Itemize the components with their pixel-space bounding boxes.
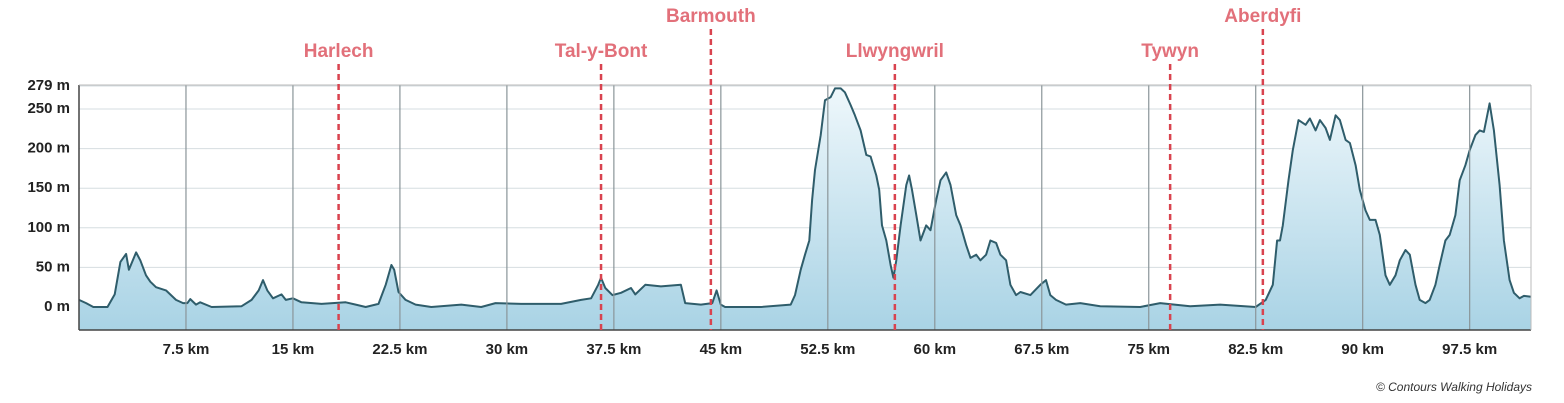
y-tick-label: 200 m (27, 140, 70, 157)
y-tick-label: 279 m (27, 77, 70, 94)
town-label: Tal-y-Bont (555, 41, 648, 62)
y-tick-label: 0 m (44, 298, 70, 315)
area-fill (79, 88, 1531, 331)
town-label: Llwyngwril (846, 41, 944, 62)
town-label: Barmouth (666, 6, 756, 27)
y-tick-label: 100 m (27, 219, 70, 236)
x-tick-label: 60 km (914, 341, 957, 358)
x-tick-label: 22.5 km (372, 341, 427, 358)
x-tick-label: 30 km (486, 341, 529, 358)
elevation-line (78, 87, 1532, 308)
town-label: Harlech (304, 41, 374, 62)
town-label: Aberdyfi (1224, 6, 1301, 27)
credit: © Contours Walking Holidays (1376, 380, 1532, 394)
town-label: Tywyn (1141, 41, 1199, 62)
x-tick-label: 97.5 km (1442, 341, 1497, 358)
x-tick-label: 15 km (272, 341, 315, 358)
x-tick-label: 37.5 km (586, 341, 641, 358)
y-tick-label: 150 m (27, 179, 70, 196)
x-tick-label: 90 km (1341, 341, 1384, 358)
x-tick-label: 52.5 km (800, 341, 855, 358)
x-tick-label: 75 km (1127, 341, 1170, 358)
y-tick-label: 50 m (36, 258, 70, 275)
y-tick-label: 250 m (27, 100, 70, 117)
x-tick-label: 82.5 km (1228, 341, 1283, 358)
x-tick-label: 67.5 km (1014, 341, 1069, 358)
x-tick-label: 7.5 km (163, 341, 210, 358)
x-tick-label: 45 km (700, 341, 743, 358)
